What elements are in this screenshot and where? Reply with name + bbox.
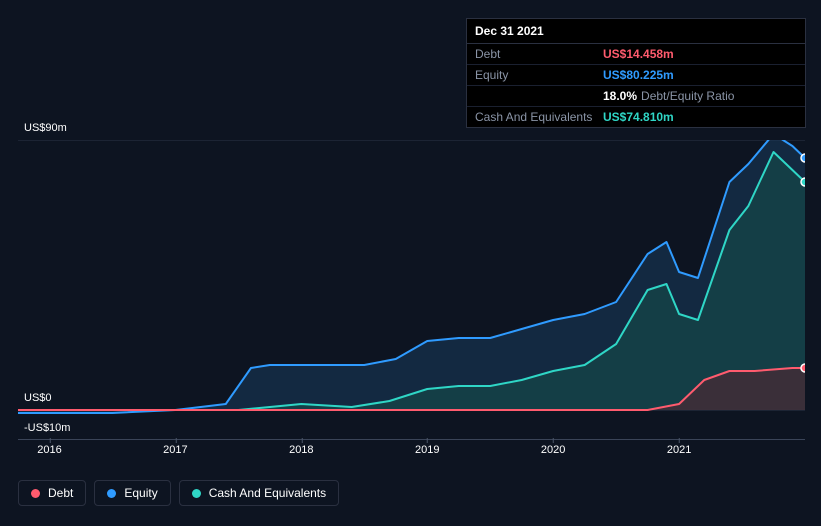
area-chart[interactable]: US$90mUS$0-US$10m <box>18 140 805 440</box>
tooltip-label: Cash And Equivalents <box>475 110 603 124</box>
legend-dot-icon <box>107 489 116 498</box>
legend-item-debt[interactable]: Debt <box>18 480 86 506</box>
tooltip-label: Equity <box>475 68 603 82</box>
x-axis-label: 2016 <box>37 444 61 456</box>
tooltip-ratio: 18.0% Debt/Equity Ratio <box>603 89 734 103</box>
ratio-label: Debt/Equity Ratio <box>641 89 734 103</box>
legend-item-equity[interactable]: Equity <box>94 480 170 506</box>
chart-tooltip: Dec 31 2021 Debt US$14.458m Equity US$80… <box>466 18 806 128</box>
legend-label: Debt <box>48 486 73 500</box>
x-axis-label: 2020 <box>541 444 565 456</box>
tooltip-value: US$74.810m <box>603 110 674 124</box>
tooltip-label: Debt <box>475 47 603 61</box>
x-axis: 2016 2017 2018 2019 2020 2021 <box>18 444 805 466</box>
tooltip-row-equity: Equity US$80.225m <box>467 65 805 86</box>
tooltip-row-debt: Debt US$14.458m <box>467 44 805 65</box>
x-axis-label: 2019 <box>415 444 439 456</box>
x-axis-label: 2018 <box>289 444 313 456</box>
legend-item-cash[interactable]: Cash And Equivalents <box>179 480 339 506</box>
x-axis-label: 2021 <box>667 444 691 456</box>
tooltip-value: US$80.225m <box>603 68 674 82</box>
y-axis-label: US$0 <box>24 392 52 404</box>
y-axis-label: US$90m <box>24 122 67 134</box>
ratio-pct: 18.0% <box>603 89 637 103</box>
legend-label: Cash And Equivalents <box>209 486 326 500</box>
tooltip-label <box>475 89 603 103</box>
x-axis-label: 2017 <box>163 444 187 456</box>
tooltip-row-cash: Cash And Equivalents US$74.810m <box>467 107 805 127</box>
chart-svg <box>18 140 805 440</box>
legend: Debt Equity Cash And Equivalents <box>18 480 339 506</box>
y-axis-label: -US$10m <box>24 422 70 434</box>
tooltip-date: Dec 31 2021 <box>467 19 805 44</box>
tooltip-row-ratio: 18.0% Debt/Equity Ratio <box>467 86 805 107</box>
legend-dot-icon <box>192 489 201 498</box>
legend-dot-icon <box>31 489 40 498</box>
tooltip-value: US$14.458m <box>603 47 674 61</box>
legend-label: Equity <box>124 486 157 500</box>
